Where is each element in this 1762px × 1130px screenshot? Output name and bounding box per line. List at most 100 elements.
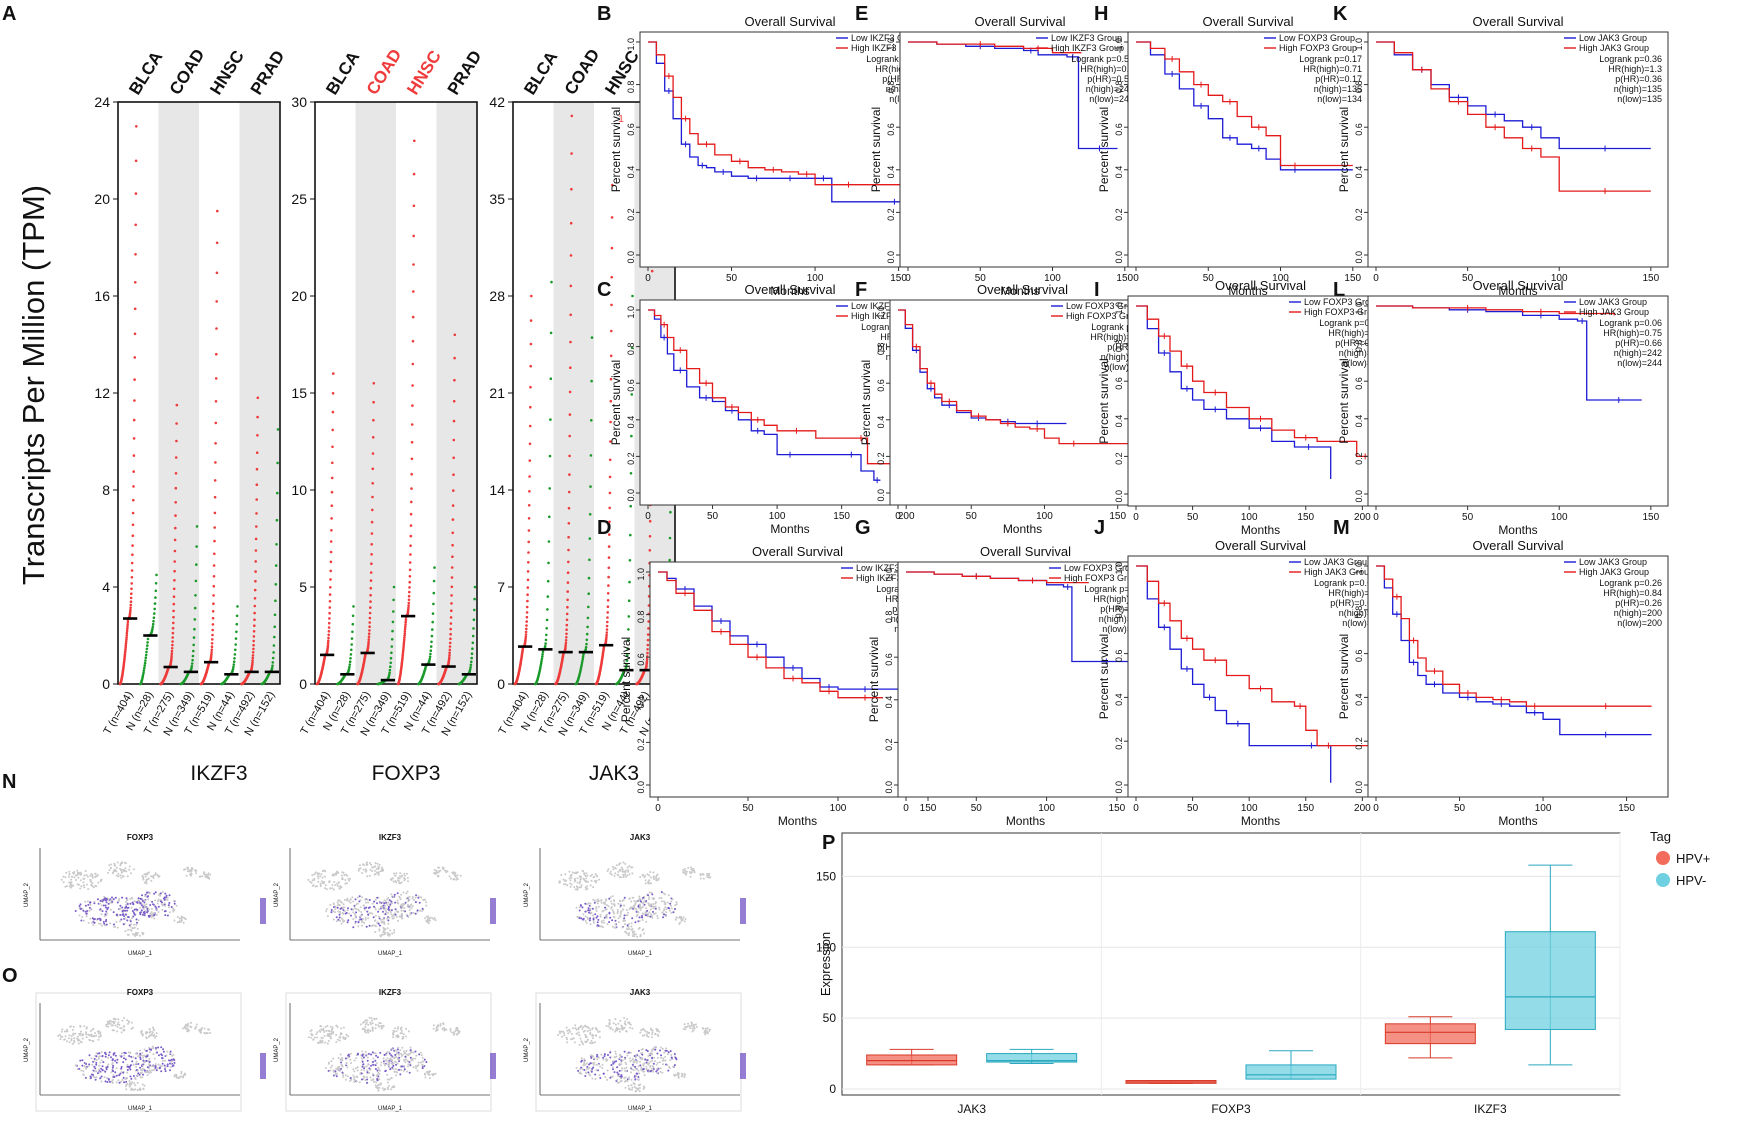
umap-cell [579, 906, 581, 908]
umap-cell [623, 899, 625, 901]
umap-cell [317, 872, 319, 874]
umap-cell [371, 870, 373, 872]
umap-cell [645, 921, 647, 923]
umap-cell [634, 921, 636, 923]
umap-cell [385, 910, 387, 912]
umap-cell [383, 930, 385, 932]
expression-dot [528, 529, 531, 532]
umap-cell [315, 1033, 317, 1035]
umap-cell [648, 896, 650, 898]
umap-cell [169, 894, 171, 896]
expression-dot [369, 594, 372, 597]
umap-cell [590, 884, 592, 886]
umap-cell [427, 915, 429, 917]
umap-cell [138, 900, 140, 902]
umap-cell [338, 899, 340, 901]
expression-dot [153, 608, 156, 611]
umap-cell [82, 1038, 84, 1040]
umap-cell [401, 906, 403, 908]
expression-dot [411, 404, 414, 407]
expression-dot [152, 623, 155, 626]
umap-cell [638, 906, 640, 908]
umap-cell [80, 920, 82, 922]
expression-dot [630, 472, 633, 475]
expression-dot [647, 644, 650, 647]
umap-cell [585, 915, 587, 917]
umap-cell [333, 919, 335, 921]
umap-cell [617, 911, 619, 913]
umap-cell [105, 1025, 107, 1027]
expression-dot [130, 600, 133, 603]
umap-cell [383, 1025, 385, 1027]
expression-dot [214, 461, 217, 464]
y-tick-label: 0.4 [1354, 415, 1364, 428]
umap-cell [624, 871, 626, 873]
umap-cell [378, 923, 380, 925]
y-tick-label: 0.8 [1114, 81, 1124, 94]
panel-label-k: K [1333, 3, 1348, 25]
umap-cell [594, 880, 596, 882]
umap-cell [399, 875, 401, 877]
umap-cell [439, 870, 441, 872]
umap-cell [383, 923, 385, 925]
umap-cell [127, 934, 129, 936]
expression-dot [390, 652, 393, 655]
umap-y-label: UMAP_2 [24, 1037, 30, 1062]
umap-cell [141, 909, 143, 911]
umap-cell [406, 873, 408, 875]
expression-dot [171, 647, 174, 650]
expression-dot [569, 366, 572, 369]
umap-cell [664, 903, 666, 905]
panel-label-j: J [1094, 517, 1105, 539]
expression-dot [393, 586, 396, 589]
umap-cell [142, 906, 144, 908]
umap-cell [369, 862, 371, 864]
expression-dot [610, 330, 613, 333]
umap-cell [121, 907, 123, 909]
expression-dot [174, 527, 177, 530]
umap-cell [62, 876, 64, 878]
expression-dot [135, 192, 138, 195]
umap-cell [374, 866, 376, 868]
umap-cell [347, 921, 349, 923]
umap-cell [149, 1028, 151, 1030]
umap-cell [101, 879, 103, 881]
umap-cell [364, 909, 366, 911]
expression-dot [327, 637, 330, 640]
cancer-label-hnsc: HNSC [403, 47, 445, 98]
umap-cell [367, 902, 369, 904]
umap-cell [195, 872, 197, 874]
umap-cell [113, 924, 115, 926]
umap-cell [624, 897, 626, 899]
umap-cell [568, 871, 570, 873]
stat-line: HR(high)=0.84 [1603, 588, 1662, 598]
expression-dot [213, 540, 216, 543]
expression-dot [527, 561, 530, 564]
umap-cell [129, 903, 131, 905]
umap-cell [582, 906, 584, 908]
umap-cell [341, 923, 343, 925]
y-tick-label: 42 [489, 94, 505, 110]
expression-dot [235, 637, 238, 640]
umap-cell [98, 1039, 100, 1041]
umap-cell [585, 875, 587, 877]
umap-cell [91, 1035, 93, 1037]
umap-y-label: UMAP_2 [524, 882, 530, 907]
expression-dot [153, 612, 156, 615]
umap-cell [180, 921, 182, 923]
umap-cell [80, 879, 82, 881]
umap-cell [369, 1030, 371, 1032]
y-tick-label: 0.0 [1354, 490, 1364, 503]
umap-cell [400, 910, 402, 912]
umap-cell [365, 902, 367, 904]
expression-dot [450, 609, 453, 612]
km-title: Overall Survival [744, 14, 835, 29]
umap-cell [81, 1041, 83, 1043]
umap-cell [66, 1040, 68, 1042]
expression-dot [272, 661, 275, 664]
expression-dot [126, 623, 129, 626]
umap-cell [92, 924, 94, 926]
umap-cell [628, 898, 630, 900]
umap-cell [676, 917, 678, 919]
